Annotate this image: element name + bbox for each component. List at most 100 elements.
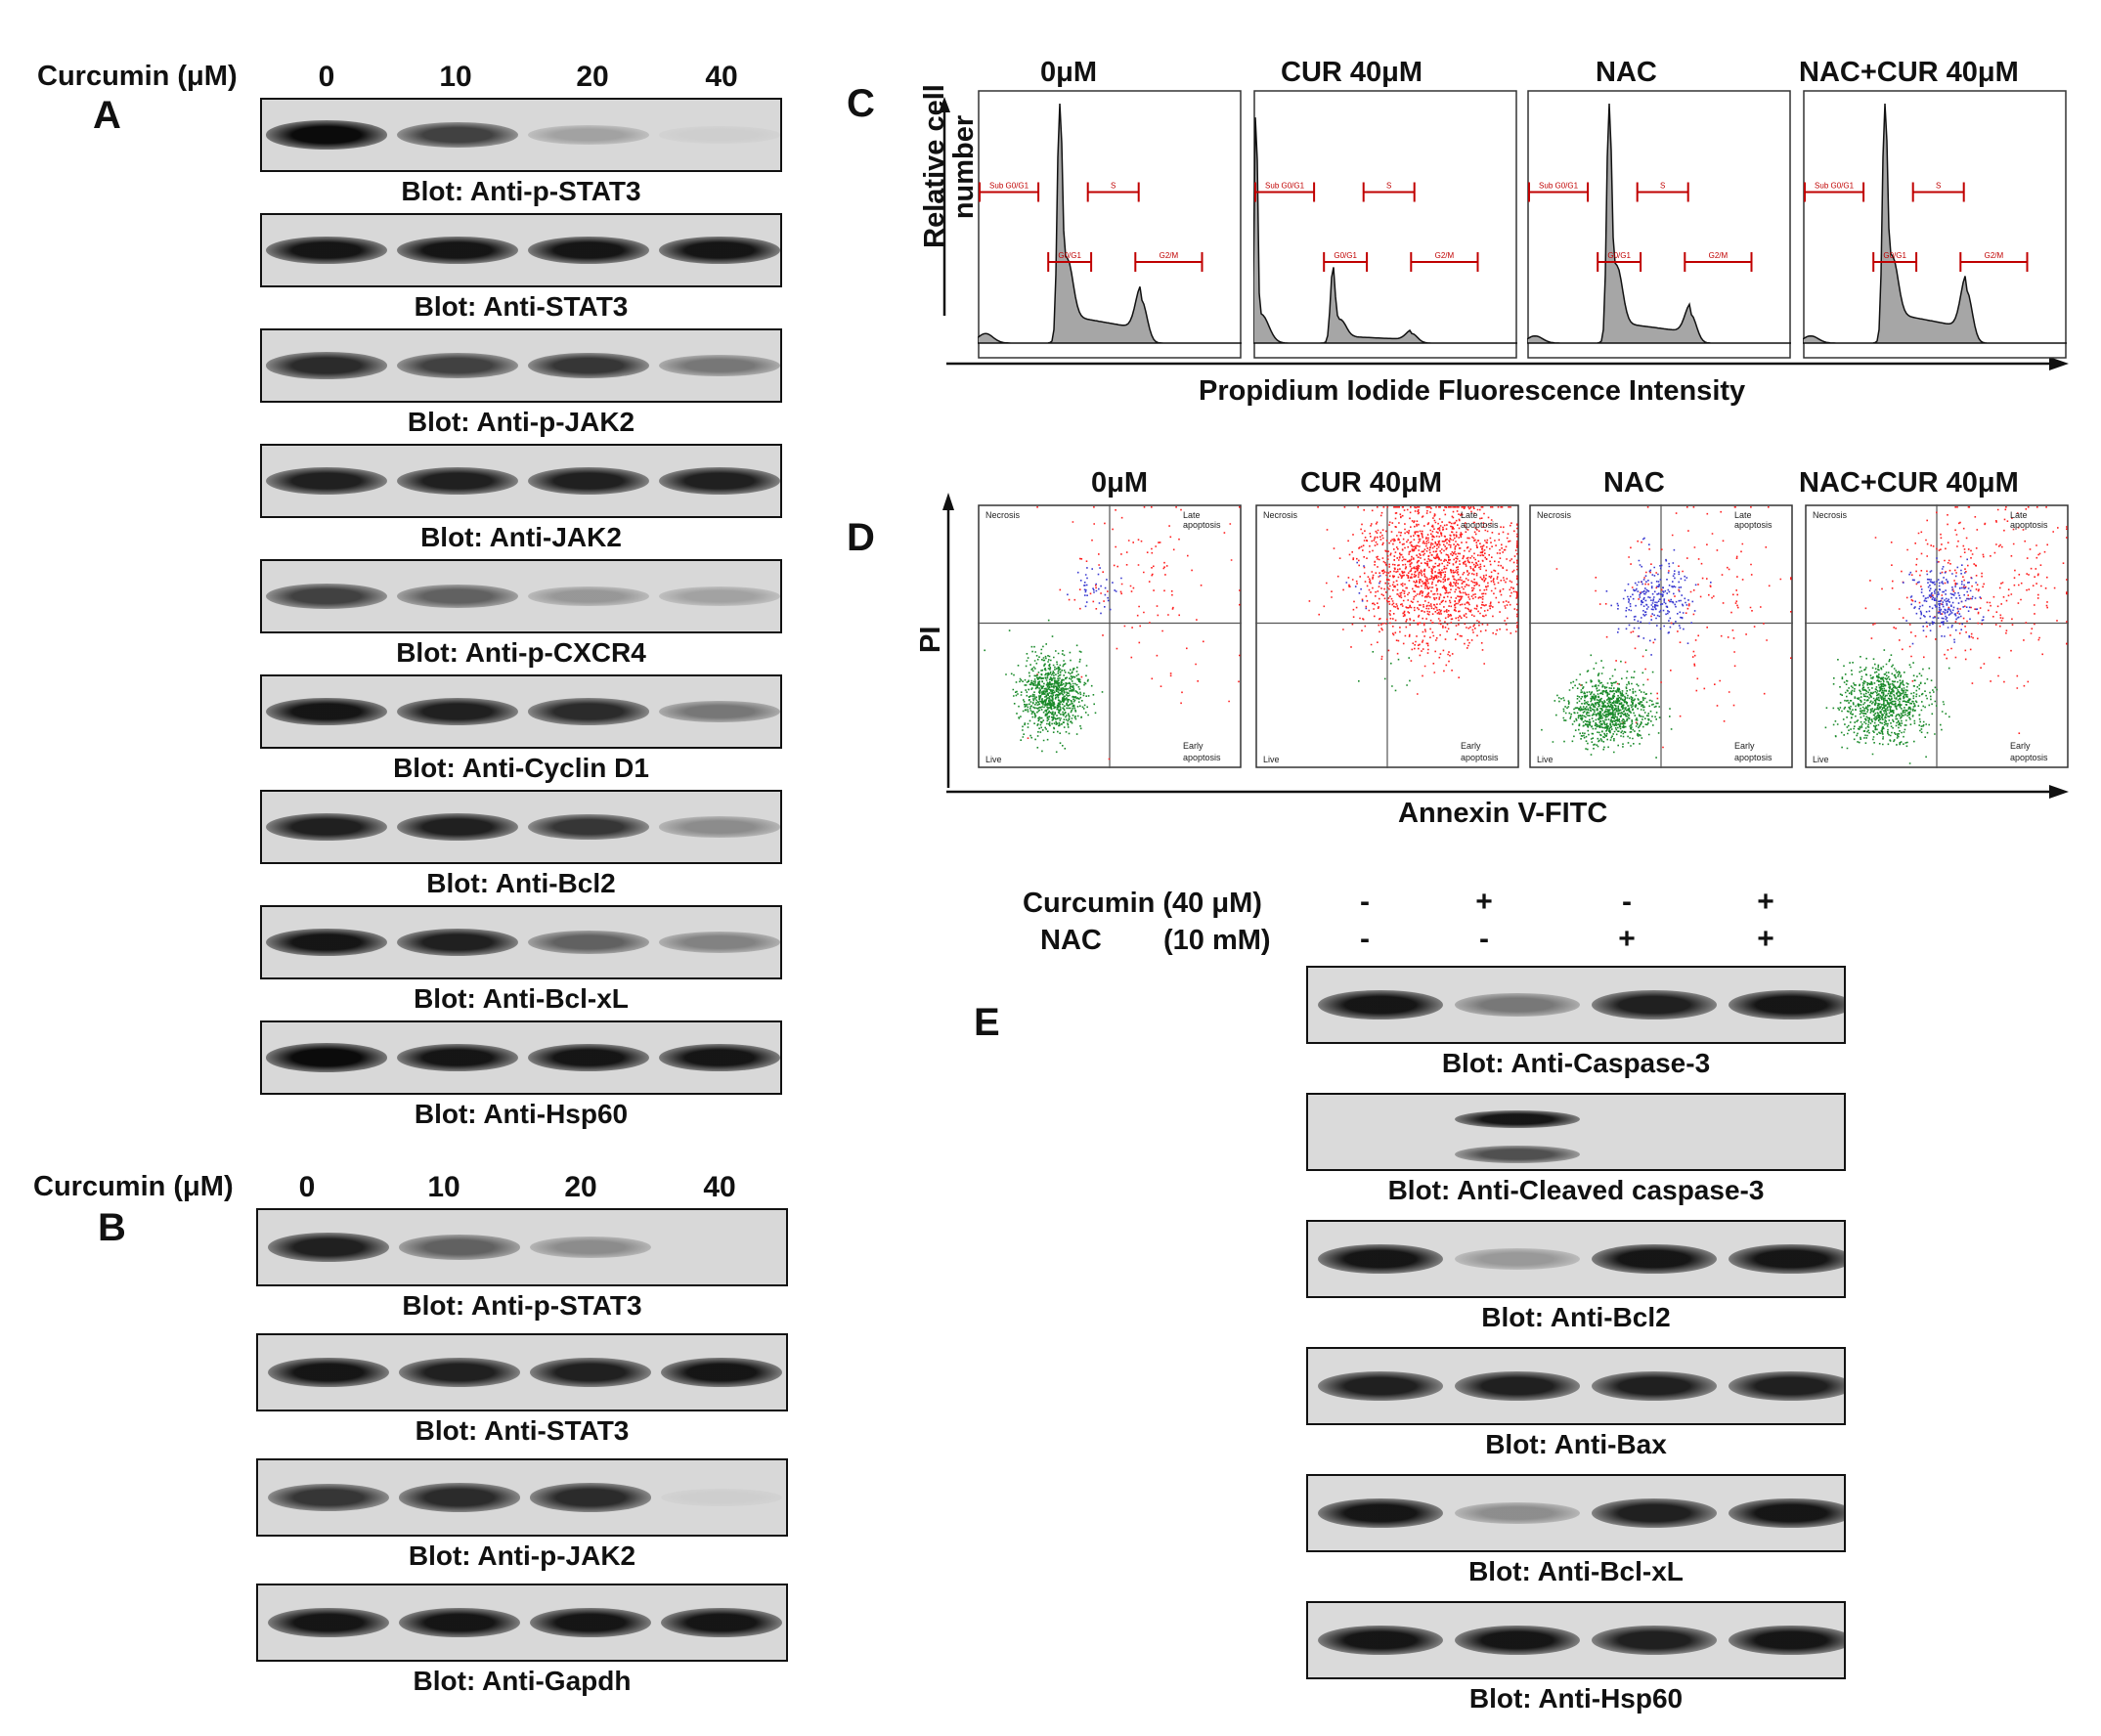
panel-b-treatment-label: Curcumin (μM) bbox=[33, 1171, 234, 1202]
quadrant-label: Early bbox=[2010, 741, 2031, 751]
blot-band bbox=[1592, 990, 1717, 1020]
blot-image bbox=[1306, 1347, 1846, 1425]
gate-label: S bbox=[1936, 182, 1941, 191]
blot-band bbox=[659, 236, 780, 265]
blot-band bbox=[397, 585, 518, 608]
gate-marker bbox=[1528, 182, 1590, 202]
event-dots bbox=[1067, 567, 1122, 615]
panel-c-ylabel-2: number bbox=[948, 114, 980, 220]
gate-marker bbox=[1636, 182, 1689, 202]
panel-e-sign: - bbox=[1360, 923, 1370, 955]
panel-e-sign: + bbox=[1475, 886, 1493, 918]
quadrant-label: Late bbox=[1183, 510, 1201, 520]
gate-label: G0/G1 bbox=[1058, 251, 1081, 260]
event-dots bbox=[984, 619, 1104, 754]
panel-e-row2-label: NAC bbox=[1040, 925, 1102, 956]
blot-band bbox=[397, 813, 518, 841]
blot-band bbox=[268, 1483, 389, 1512]
panel-b-letter: B bbox=[98, 1206, 126, 1249]
gate-marker bbox=[1362, 182, 1416, 202]
blot-band bbox=[528, 586, 649, 607]
panel-d-y-axis bbox=[942, 493, 954, 788]
blot-caption: Blot: Anti-p-CXCR4 bbox=[396, 637, 646, 668]
blot-band bbox=[397, 236, 518, 265]
blot-caption: Blot: Anti-Hsp60 bbox=[414, 1099, 629, 1129]
blot-image bbox=[1306, 1220, 1846, 1298]
panel-a-treatment-label: Curcumin (μM) bbox=[37, 61, 238, 92]
blot-band bbox=[530, 1607, 651, 1638]
blot-band bbox=[268, 1357, 389, 1388]
gate-marker bbox=[1872, 252, 1918, 272]
histogram-curve bbox=[1803, 103, 2067, 344]
panel-c-condition: 0μM bbox=[1040, 57, 1098, 88]
quadrant-label: apoptosis bbox=[1734, 753, 1773, 762]
blot-band bbox=[661, 1607, 782, 1638]
blot-band bbox=[1455, 1371, 1580, 1401]
blot-band bbox=[659, 467, 780, 495]
blot-band bbox=[659, 354, 780, 377]
histogram-curve bbox=[1253, 117, 1517, 344]
blot-image bbox=[260, 559, 782, 633]
blot-image bbox=[260, 213, 782, 287]
blot-caption: Blot: Anti-Caspase-3 bbox=[1441, 1048, 1711, 1078]
quadrant-lines bbox=[1255, 504, 1519, 768]
blot-caption: Blot: Anti-Bcl2 bbox=[426, 868, 616, 898]
blot-band bbox=[266, 467, 387, 495]
panel-d-xlabel: Annexin V-FITC bbox=[1398, 798, 1608, 829]
blot-caption: Blot: Anti-Bcl-xL bbox=[1468, 1556, 1684, 1586]
panel-c-ylabel-1: Relative cell bbox=[919, 84, 950, 248]
blot-band bbox=[397, 122, 518, 148]
panel-c-y-axis bbox=[939, 97, 950, 316]
blot-band bbox=[528, 698, 649, 725]
cell-cycle-histogram: Sub G0/G1 S G0/G1 G2/M bbox=[978, 90, 1242, 359]
panel-e-row1-label: Curcumin (40 μM) bbox=[1023, 888, 1262, 919]
blot-image bbox=[260, 790, 782, 864]
blot-band bbox=[528, 813, 649, 841]
blot-caption: Blot: Anti-p-JAK2 bbox=[408, 1541, 636, 1571]
gate-label: G2/M bbox=[1160, 251, 1179, 260]
blot-band bbox=[397, 353, 518, 378]
cell-cycle-histogram: Sub G0/G1 S G0/G1 G2/M bbox=[1253, 90, 1517, 359]
blot-band bbox=[266, 813, 387, 841]
blot-band bbox=[1729, 1243, 1844, 1275]
blot-image bbox=[1306, 1093, 1846, 1171]
quadrant-label: Necrosis bbox=[1813, 510, 1848, 520]
blot-band bbox=[1455, 1625, 1580, 1656]
blot-band bbox=[397, 698, 518, 725]
blot-band bbox=[1729, 989, 1844, 1020]
gate-marker bbox=[1086, 182, 1140, 202]
blot-band bbox=[1455, 1146, 1580, 1163]
quadrant-label: Necrosis bbox=[985, 510, 1021, 520]
blot-band bbox=[1455, 1248, 1580, 1270]
blot-band bbox=[659, 932, 780, 953]
blot-band bbox=[1729, 1497, 1844, 1529]
quadrant-label: apoptosis bbox=[1461, 753, 1499, 762]
blot-caption: Blot: Anti-Gapdh bbox=[413, 1666, 632, 1696]
blot-band bbox=[659, 1043, 780, 1072]
quadrant-label: Early bbox=[1183, 741, 1204, 751]
panel-d-letter: D bbox=[847, 516, 875, 559]
blot-band bbox=[1455, 1110, 1580, 1128]
quadrant-label: Necrosis bbox=[1263, 510, 1298, 520]
panel-d-condition: NAC bbox=[1603, 467, 1665, 499]
blot-band bbox=[1592, 1498, 1717, 1528]
blot-caption: Blot: Anti-Bax bbox=[1485, 1429, 1667, 1459]
quadrant-label: Late bbox=[1461, 510, 1478, 520]
cell-cycle-histogram: Sub G0/G1 S G0/G1 G2/M bbox=[1803, 90, 2067, 359]
gate-label: G0/G1 bbox=[1334, 251, 1357, 260]
quadrant-label: apoptosis bbox=[2010, 753, 2048, 762]
blot-caption: Blot: Anti-p-STAT3 bbox=[401, 176, 641, 206]
blot-band bbox=[661, 1357, 782, 1388]
blot-band bbox=[659, 700, 780, 723]
gate-label: S bbox=[1111, 182, 1116, 191]
gate-label: G0/G1 bbox=[1883, 251, 1906, 260]
blot-band bbox=[399, 1235, 520, 1260]
blot-band bbox=[528, 931, 649, 954]
blot-band bbox=[1592, 1371, 1717, 1401]
blot-band bbox=[659, 126, 780, 144]
panel-c-condition: NAC bbox=[1596, 57, 1657, 88]
quadrant-label: Necrosis bbox=[1537, 510, 1572, 520]
blot-band bbox=[530, 1358, 651, 1387]
